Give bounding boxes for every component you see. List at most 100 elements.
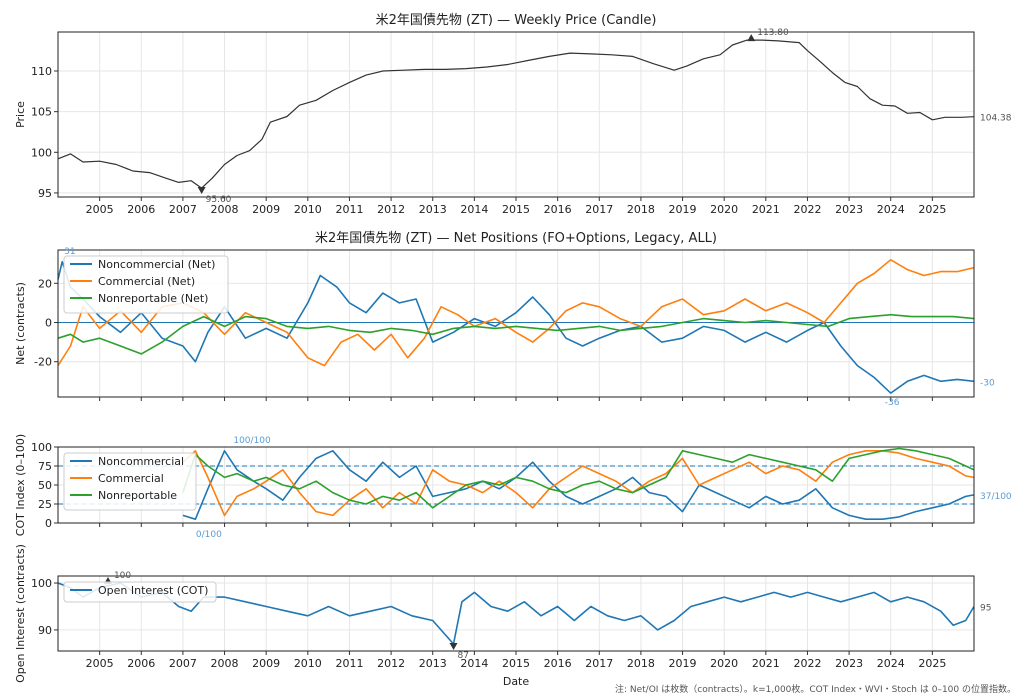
y-tick-label: 90: [38, 624, 52, 637]
trough-marker-icon: [197, 187, 206, 195]
legend-label: Open Interest (COT): [98, 584, 208, 597]
x-tick-label: 2016: [544, 203, 572, 216]
x-tick-label: 2018: [627, 657, 655, 670]
y-tick-label: 20: [38, 277, 52, 290]
x-tick-label: 2019: [669, 203, 697, 216]
x-tick-label: 2012: [377, 203, 405, 216]
trough-marker-icon: [449, 642, 458, 650]
x-tick-label: 2005: [86, 657, 114, 670]
x-tick-label: 2005: [86, 203, 114, 216]
legend-label: Noncommercial: [98, 455, 184, 468]
y-tick-label: 75: [38, 460, 52, 473]
x-tick-label: 2025: [918, 203, 946, 216]
x-tick-label: 2021: [752, 203, 780, 216]
x-tick-label: 2010: [294, 657, 322, 670]
y-tick-label: 0: [45, 317, 52, 330]
x-tick-label: 2016: [544, 657, 572, 670]
legend-label: Noncommercial (Net): [98, 258, 215, 271]
x-tick-label: 2011: [335, 657, 363, 670]
y-tick-label: 25: [38, 498, 52, 511]
chart-title: 米2年国債先物 (ZT) — Net Positions (FO+Options…: [315, 231, 717, 246]
cot-series-nonreportable: [182, 447, 975, 509]
x-tick-label: 2023: [835, 657, 863, 670]
y-tick-label: 100: [31, 441, 52, 454]
annotation-label: 31: [64, 247, 75, 257]
x-tick-label: 2009: [252, 203, 280, 216]
x-tick-label: 2023: [835, 203, 863, 216]
cot-legend: Noncommercial Commercial Nonreportable: [63, 452, 197, 511]
net-legend: Noncommercial (Net) Commercial (Net) Nonre…: [63, 255, 229, 314]
cot-panel: 0 25 50 75 100 COT Index (0–100) 100/100 0/100 3…: [14, 434, 1012, 540]
x-tick-label: 2020: [710, 657, 738, 670]
x-tick-label: 2006: [127, 203, 155, 216]
footnote: 注: Net/OI は枚数（contracts）。k=1,000枚。COT In…: [614, 685, 1016, 695]
x-tick-label: 2009: [252, 657, 280, 670]
y-tick-label: 0: [45, 517, 52, 530]
chart-title: 米2年国債先物 (ZT) — Weekly Price (Candle): [376, 13, 657, 28]
x-tick-label: 2008: [211, 657, 239, 670]
y-tick-label: -20: [34, 356, 52, 369]
x-tick-label: 2015: [502, 657, 530, 670]
legend-label: Nonreportable (Net): [98, 292, 208, 305]
oi-legend: Open Interest (COT): [63, 581, 217, 603]
price-panel: 95 100 105 110 2005 2006 2007 2008 2009 2010 2011 2…: [14, 13, 1012, 216]
price-series-price: [57, 39, 975, 189]
x-tick-label: 2024: [877, 657, 905, 670]
annotation-label: 0/100: [196, 530, 222, 540]
y-tick-label: 100: [31, 577, 52, 590]
x-tick-label: 2018: [627, 203, 655, 216]
x-tick-label: 2007: [169, 657, 197, 670]
x-tick-label: 2015: [502, 203, 530, 216]
x-tick-label: 2006: [127, 657, 155, 670]
x-tick-label: 2020: [710, 203, 738, 216]
x-tick-label: 2012: [377, 657, 405, 670]
annotation-label: 100/100: [233, 436, 271, 446]
x-tick-label: 2013: [419, 657, 447, 670]
x-tick-label: 2014: [460, 657, 488, 670]
x-axis-label: Date: [503, 675, 530, 688]
legend-box: [63, 581, 217, 603]
x-tick-label: 2007: [169, 203, 197, 216]
annotation-label: 95: [980, 603, 991, 613]
x-tick-label: 2008: [211, 203, 239, 216]
legend-label: Commercial: [98, 472, 164, 485]
annotation-label: -30: [980, 378, 995, 388]
x-tick-label: 2017: [585, 657, 613, 670]
y-axis-label: COT Index (0–100): [14, 434, 27, 536]
legend-box: [63, 452, 197, 511]
x-tick-label: 2019: [669, 657, 697, 670]
x-tick-label: 2021: [752, 657, 780, 670]
annotation-label: 100: [114, 571, 131, 581]
y-axis-label: Price: [14, 101, 27, 128]
y-axis-label: Open Interest (contracts): [14, 544, 27, 683]
y-tick-label: 110: [31, 65, 52, 78]
x-tick-label: 2013: [419, 203, 447, 216]
annotation-label: -36: [885, 398, 900, 408]
x-tick-label: 2011: [335, 203, 363, 216]
annotation-label: 113.80: [757, 28, 789, 38]
legend-label: Commercial (Net): [98, 275, 195, 288]
legend-box: [63, 255, 229, 314]
cot-series-commercial: [182, 450, 975, 517]
y-tick-label: 100: [31, 146, 52, 159]
net-series-nonreportable: [57, 313, 975, 355]
annotation-label: 104.38: [980, 114, 1012, 124]
annotation-label: 87: [458, 651, 469, 661]
oi-panel: 90 100 2005 2006 2007 2008 2009 2010 2011 2012 201…: [14, 544, 991, 683]
peak-marker-icon: [747, 34, 756, 42]
x-tick-label: 2010: [294, 203, 322, 216]
x-tick-label: 2017: [585, 203, 613, 216]
y-tick-label: 95: [38, 187, 52, 200]
net-series-noncommercial: [57, 261, 975, 394]
annotation-label: 95.60: [206, 195, 232, 205]
x-tick-label: 2022: [793, 203, 821, 216]
annotation-label: 37/100: [980, 492, 1012, 502]
x-tick-label: 2014: [460, 203, 488, 216]
net-panel: -20 0 20 米2年国債先物 (ZT) — Net Positions (FO+O…: [14, 231, 995, 408]
y-axis-label: Net (contracts): [14, 282, 27, 365]
x-tick-label: 2024: [877, 203, 905, 216]
cot-series-noncommercial: [182, 450, 975, 520]
legend-label: Nonreportable: [98, 489, 177, 502]
x-tick-label: 2025: [918, 657, 946, 670]
